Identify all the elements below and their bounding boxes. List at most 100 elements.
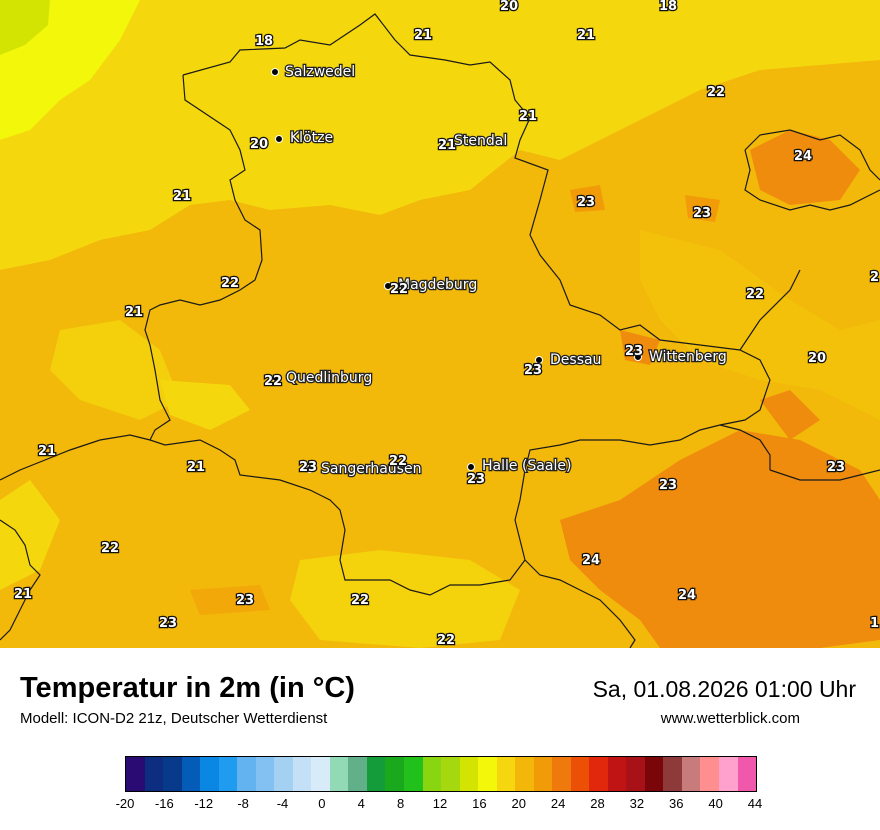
temp-label: 20 xyxy=(500,0,518,14)
website-link[interactable]: www.wetterblick.com xyxy=(660,710,800,727)
map-title: Temperatur in 2m (in °C) xyxy=(20,672,355,704)
temp-label: 23 xyxy=(827,460,845,475)
temp-label: 21 xyxy=(14,587,32,602)
temp-label: 21 xyxy=(38,444,56,459)
city-marker-magdeburg: Magdeburg xyxy=(384,276,479,294)
color-scale-segment xyxy=(163,757,182,791)
city-label: Klötze xyxy=(290,130,333,146)
temp-label: 23 xyxy=(693,206,711,221)
city-marker-kloetze: Klötze xyxy=(275,129,334,147)
temp-label: 2 xyxy=(870,270,879,285)
temp-label: 20 xyxy=(250,137,268,152)
temp-label: 23 xyxy=(659,478,677,493)
color-scale-segment xyxy=(255,757,275,791)
temp-label: 22 xyxy=(707,85,725,100)
color-scale-segment xyxy=(533,757,553,791)
temp-label: 20 xyxy=(808,351,826,366)
city-label: Sangerhausen xyxy=(321,461,421,477)
color-scale-tick: 24 xyxy=(550,796,566,811)
color-scale-segment xyxy=(181,757,201,791)
city-marker-quedlinburg: Quedlinburg xyxy=(272,369,374,387)
temp-label: 21 xyxy=(519,109,537,124)
color-scale-tick: -8 xyxy=(237,796,249,811)
color-scale-segment xyxy=(329,757,349,791)
city-label: Stendal xyxy=(454,133,507,149)
color-scale-segment xyxy=(515,757,534,791)
temp-label: 22 xyxy=(437,633,455,648)
color-scale-segment xyxy=(441,757,460,791)
city-marker-sangerhausen: Sangerhausen xyxy=(306,460,423,478)
color-scale-tick: 12 xyxy=(432,796,448,811)
color-scale-tick: -12 xyxy=(194,796,214,811)
city-marker-wittenberg: Wittenberg xyxy=(634,348,728,366)
temp-label: 22 xyxy=(101,541,119,556)
city-label: Halle (Saale) xyxy=(482,458,571,474)
color-scale-segment xyxy=(274,757,293,791)
temp-label: 23 xyxy=(299,460,317,475)
temperature-map: Salzwedel Klötze Stendal Magdeburg Dessa… xyxy=(0,0,880,648)
color-scale-tick: 8 xyxy=(397,796,405,811)
color-scale-segment xyxy=(403,757,423,791)
temp-label: 24 xyxy=(678,588,696,603)
color-scale-tick: -20 xyxy=(115,796,135,811)
color-scale-tick: -4 xyxy=(276,796,289,811)
color-scale-segment xyxy=(737,757,757,791)
color-scale-segment xyxy=(478,757,497,791)
color-scale-segment xyxy=(237,757,256,791)
city-marker-halle: Halle (Saale) xyxy=(467,457,573,475)
city-label: Wittenberg xyxy=(649,349,727,365)
temp-label: 21 xyxy=(438,138,456,153)
temp-label: 21 xyxy=(187,460,205,475)
temp-label: 23 xyxy=(467,472,485,487)
color-scale-segment xyxy=(626,757,645,791)
temp-label: 24 xyxy=(582,553,600,568)
color-scale-segment xyxy=(459,757,479,791)
color-scale-segment xyxy=(366,757,386,791)
forecast-datetime: Sa, 01.08.2026 01:00 Uhr xyxy=(592,676,856,702)
color-scale-segment xyxy=(144,757,164,791)
color-scale-segment xyxy=(200,757,219,791)
color-scale-tick: -16 xyxy=(154,796,174,811)
temp-label: 21 xyxy=(414,28,432,43)
temp-label: 23 xyxy=(159,616,177,631)
color-scale-tick: 28 xyxy=(590,796,605,811)
temp-label: 22 xyxy=(389,454,407,469)
temp-label: 23 xyxy=(625,344,643,359)
temp-label: 22 xyxy=(746,287,764,302)
color-scale-segment xyxy=(311,757,330,791)
city-label: Quedlinburg xyxy=(286,370,372,386)
temp-label: 23 xyxy=(524,363,542,378)
color-scale-tick: 4 xyxy=(357,796,365,811)
city-label: Salzwedel xyxy=(285,64,355,80)
color-scale-segment xyxy=(218,757,238,791)
temp-label: 18 xyxy=(255,34,273,49)
temp-label: 22 xyxy=(221,276,239,291)
color-scale-bar xyxy=(125,756,757,792)
color-scale-segment xyxy=(496,757,516,791)
city-label: Dessau xyxy=(550,352,601,368)
color-scale-segment xyxy=(700,757,719,791)
city-marker-salzwedel: Salzwedel xyxy=(271,63,356,81)
color-scale-segment xyxy=(292,757,312,791)
temp-label: 21 xyxy=(577,28,595,43)
model-info: Modell: ICON-D2 21z, Deutscher Wetterdie… xyxy=(20,710,328,727)
color-scale-segment xyxy=(422,757,442,791)
city-marker-stendal: Stendal xyxy=(439,132,509,150)
color-scale-ticks: -20 -16 -12 -8 -4 0 4 8 12 16 20 24 28 32 36 40 44 xyxy=(116,796,763,812)
color-scale-tick: 32 xyxy=(629,796,645,811)
color-scale-segment xyxy=(552,757,571,791)
color-scale-segment xyxy=(681,757,701,791)
temp-label: 22 xyxy=(390,282,408,297)
color-scale-segment xyxy=(385,757,404,791)
color-scale-segment xyxy=(570,757,590,791)
color-scale-tick: 36 xyxy=(669,796,684,811)
city-label: Magdeburg xyxy=(398,277,477,293)
color-scale-tick: 40 xyxy=(708,796,723,811)
temp-label: 23 xyxy=(236,593,254,608)
color-scale-segment xyxy=(607,757,627,791)
color-scale-segment xyxy=(663,757,682,791)
temp-label: 21 xyxy=(173,189,191,204)
map-footer: Temperatur in 2m (in °C) Modell: ICON-D2… xyxy=(0,648,880,830)
color-scale-segment xyxy=(589,757,608,791)
color-scale-segment xyxy=(644,757,664,791)
